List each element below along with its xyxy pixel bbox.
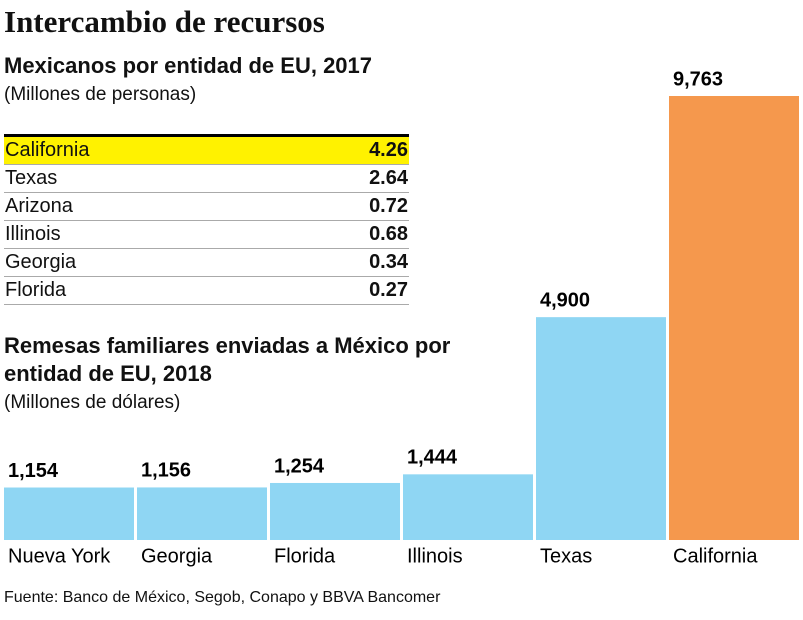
table-row: Illinois 0.68: [4, 220, 409, 249]
category-label: California: [673, 545, 758, 567]
bar: [403, 474, 533, 540]
source: Fuente: Banco de México, Segob, Conapo y…: [4, 589, 441, 606]
table-row: California 4.26: [4, 135, 409, 165]
table-title: Mexicanos por entidad de EU, 2017: [4, 53, 373, 78]
table-label: Florida: [4, 276, 279, 305]
table-value: 0.72: [278, 192, 409, 221]
bar: [536, 317, 666, 540]
table-row: Arizona 0.72: [4, 192, 409, 221]
chart-title: Remesas familiares enviadas a México por…: [4, 333, 451, 386]
value-label: 1,156: [141, 460, 191, 482]
table-row: Florida 0.27: [4, 276, 409, 305]
value-label: 1,154: [8, 460, 59, 482]
table-subtitle: (Millones de personas): [4, 84, 197, 105]
table-value: 2.64: [278, 164, 409, 193]
bar: [4, 487, 134, 540]
category-label: Florida: [274, 545, 336, 567]
table-label: Texas: [4, 164, 279, 193]
table-label: Illinois: [4, 220, 279, 249]
value-label: 1,254: [274, 455, 325, 477]
category-label: Illinois: [407, 545, 463, 567]
bar: [669, 96, 799, 540]
table: California 4.26 Texas 2.64 Arizona 0.72 Illino…: [4, 134, 409, 305]
table-value: 0.27: [278, 276, 409, 305]
value-label: 1,444: [407, 447, 458, 469]
table-label: Arizona: [4, 192, 279, 221]
table-label: Georgia: [4, 248, 279, 277]
page-title: Intercambio de recursos: [4, 4, 325, 39]
table-label: California: [4, 135, 279, 165]
value-label: 9,763: [673, 68, 723, 90]
category-label: Texas: [540, 545, 592, 567]
table-value: 4.26: [278, 135, 409, 165]
category-label: Nueva York: [8, 545, 111, 567]
bar: [137, 487, 267, 540]
bar: [270, 482, 400, 540]
table-value: 0.34: [278, 248, 409, 277]
table-row: Georgia 0.34: [4, 248, 409, 277]
value-label: 4,900: [540, 289, 590, 311]
table-row: Texas 2.64: [4, 164, 409, 193]
table-value: 0.68: [278, 220, 409, 249]
category-label: Georgia: [141, 545, 213, 567]
chart-subtitle: (Millones de dólares): [4, 392, 181, 413]
